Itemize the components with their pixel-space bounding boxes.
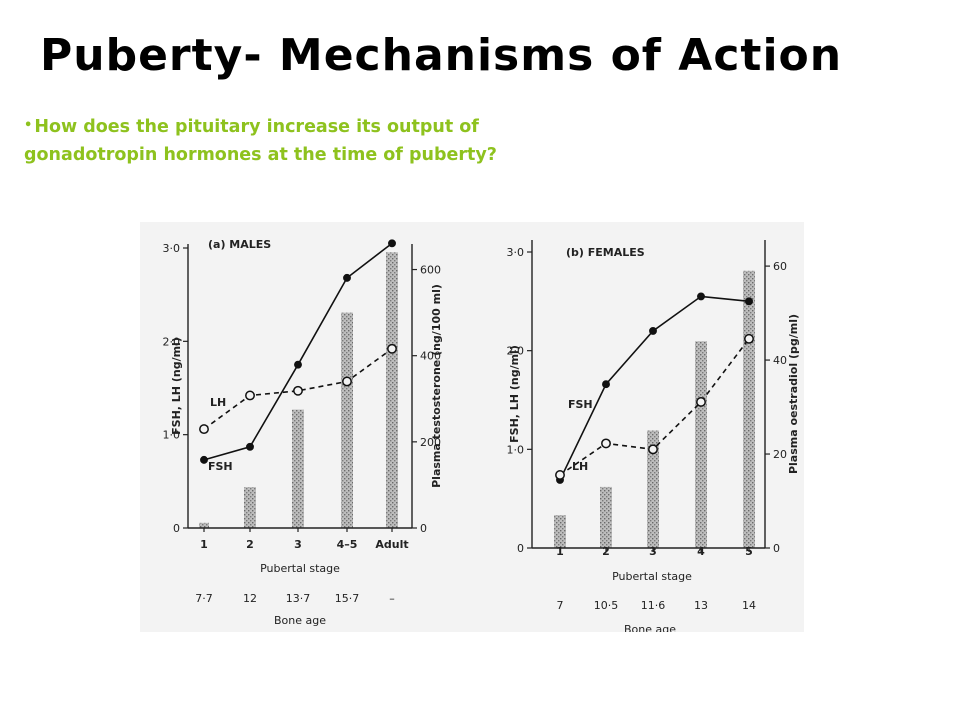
- bone-age-value: 14: [742, 599, 756, 612]
- bone-age-label: Bone age: [624, 623, 676, 632]
- y2-tick-label: 20: [773, 448, 787, 461]
- y-tick-label: 2·0: [163, 335, 181, 348]
- x-tick-label: 3: [294, 538, 302, 551]
- bone-age-label: Bone age: [274, 614, 326, 627]
- data-point-lh: [601, 438, 611, 449]
- x-axis-label: Pubertal stage: [260, 562, 340, 575]
- x-tick-label: 5: [745, 545, 753, 558]
- x-tick-label: 3: [649, 545, 657, 558]
- series-line-lh: [203, 348, 393, 430]
- bone-age-value: 13: [694, 599, 708, 612]
- x-tick-label: Adult: [375, 538, 408, 551]
- x-tick-label: 2: [246, 538, 254, 551]
- data-point-fsh: [200, 455, 208, 464]
- bone-age-value: –: [389, 592, 395, 605]
- x-tick-label: 4–5: [337, 538, 358, 551]
- y2-tick-label: 0: [773, 542, 780, 555]
- bone-age-value: 7: [557, 599, 564, 612]
- x-tick-label: 4: [697, 545, 705, 558]
- data-point-lh: [245, 390, 255, 401]
- bar-stage-5: [386, 252, 398, 529]
- y-tick-label: 1·0: [507, 443, 525, 456]
- x-tick-label: 1: [200, 538, 208, 551]
- y2-axis-label: Plasma testosterone (ng/100 ml): [430, 284, 443, 488]
- bone-age-value: 10·5: [594, 599, 619, 612]
- bar-stage-3: [647, 430, 659, 548]
- series-label-lh: LH: [210, 396, 226, 409]
- bone-age-value: 15·7: [335, 592, 360, 605]
- x-tick-label: 1: [556, 545, 564, 558]
- panel-label: (a) MALES: [208, 238, 271, 251]
- data-point-lh: [555, 470, 565, 480]
- data-point-fsh: [343, 273, 351, 282]
- data-point-fsh: [602, 380, 610, 389]
- data-point-fsh: [745, 297, 753, 306]
- y2-axis-label: Plasma oestradiol (pg/ml): [787, 314, 800, 474]
- x-axis-label: Pubertal stage: [612, 570, 692, 583]
- bar-stage-5: [743, 270, 755, 548]
- panel-label: (b) FEMALES: [566, 246, 645, 259]
- data-point-lh: [199, 424, 209, 435]
- data-point-lh: [387, 343, 397, 354]
- bone-age-value: 7·7: [195, 592, 213, 605]
- bar-stage-3: [292, 409, 304, 528]
- y-tick-label: 1·0: [163, 429, 181, 442]
- bullet-dot-icon: •: [24, 118, 33, 133]
- data-point-lh: [293, 385, 303, 396]
- bone-age-value: 13·7: [286, 592, 311, 605]
- figure: 0 1·0 2·0 3·0 0 200 400 600 1 2 3 4–5 Adult Pubertal …: [140, 222, 804, 632]
- y2-tick-label: 40: [773, 354, 787, 367]
- y-tick-label: 0: [517, 542, 524, 555]
- data-point-fsh: [697, 292, 705, 301]
- y-tick-label: 2·0: [507, 345, 525, 358]
- y-axis-label: FSH, LH (ng/ml): [508, 345, 521, 443]
- y2-tick-label: 0: [420, 522, 427, 535]
- bar-stage-2: [244, 487, 256, 528]
- data-point-fsh: [246, 442, 254, 451]
- y-tick-label: 3·0: [163, 242, 181, 255]
- bone-age-value: 12: [243, 592, 257, 605]
- x-tick-label: 2: [602, 545, 610, 558]
- bar-stage-4: [695, 341, 707, 548]
- y2-tick-label: 400: [420, 350, 441, 363]
- y-tick-label: 3·0: [507, 246, 525, 259]
- series-label-lh: LH: [572, 460, 588, 473]
- bar-stage-1: [554, 515, 566, 548]
- y2-tick-label: 200: [420, 436, 441, 449]
- bar-stage-2: [600, 486, 612, 548]
- bar-stage-1: [199, 522, 209, 528]
- y-tick-label: 0: [173, 522, 180, 535]
- series-label-fsh: FSH: [568, 398, 593, 411]
- data-point-lh: [744, 333, 754, 344]
- series-label-fsh: FSH: [208, 460, 233, 473]
- bar-stage-4: [341, 312, 353, 528]
- data-point-lh: [696, 397, 706, 407]
- y2-tick-label: 60: [773, 260, 787, 273]
- bullet-point: • How does the pituitary increase its out…: [24, 112, 604, 169]
- data-point-lh: [648, 444, 658, 455]
- bullet-text: How does the pituitary increase its outp…: [24, 117, 497, 165]
- y-axis-label: FSH, LH (ng/ml): [170, 337, 183, 435]
- females-chart: 0 1·0 2·0 3·0 0 20 40 60 1 2 3 4 5 Pubertal stage 7 10·…: [507, 240, 800, 632]
- data-point-fsh: [649, 326, 657, 335]
- data-point-lh: [342, 376, 352, 387]
- bone-age-value: 11·6: [641, 599, 666, 612]
- data-point-fsh: [388, 239, 396, 248]
- data-point-fsh: [294, 360, 302, 369]
- y2-tick-label: 600: [420, 264, 441, 277]
- slide-title: Puberty- Mechanisms of Action: [40, 30, 843, 81]
